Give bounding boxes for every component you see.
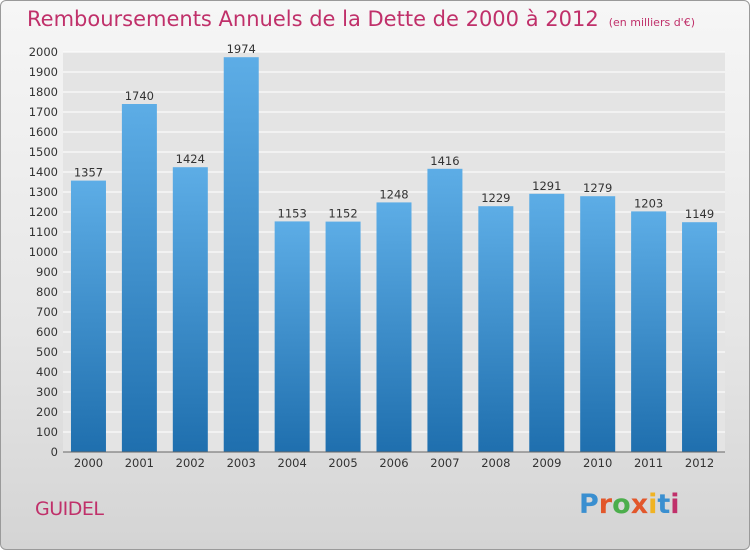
chart-subtitle: (en milliers d'€) (608, 16, 695, 29)
bars (70, 57, 718, 453)
y-tick-label: 0 (51, 445, 58, 459)
y-tick-label: 800 (36, 285, 58, 299)
value-label: 1203 (634, 196, 663, 210)
y-tick-label: 1800 (29, 85, 58, 99)
y-tick-label: 900 (36, 265, 58, 279)
proxiti-logo: Proxiti (579, 489, 680, 520)
bar-2003 (223, 57, 259, 452)
bar-2009 (529, 193, 565, 453)
bar-2005 (325, 221, 361, 452)
logo-letter: x (630, 489, 649, 520)
y-tick-label: 1000 (29, 245, 58, 259)
value-labels: 1357 1740 1424 1974 1153 1152 1248 1416 1229 1291… (74, 42, 714, 221)
bar-2001 (121, 104, 157, 452)
value-label: 1279 (583, 181, 612, 195)
y-tick-label: 1300 (29, 185, 58, 199)
x-tick-label: 2010 (583, 456, 612, 470)
x-tick-label: 2002 (176, 456, 205, 470)
y-tick-label: 300 (36, 385, 58, 399)
x-tick-label: 2007 (430, 456, 459, 470)
logo-letter: i (670, 489, 680, 520)
x-tick-label: 2008 (481, 456, 510, 470)
value-label: 1149 (685, 207, 714, 221)
value-label: 1153 (278, 206, 307, 220)
bar-2004 (274, 221, 310, 452)
y-tick-label: 1100 (29, 225, 58, 239)
bar-2008 (478, 206, 514, 452)
bar-2010 (580, 196, 616, 452)
x-tick-label: 2011 (634, 456, 663, 470)
value-label: 1424 (176, 152, 205, 166)
y-tick-label: 400 (36, 365, 58, 379)
x-tick-label: 2004 (278, 456, 307, 470)
logo-letter: P (579, 489, 599, 520)
y-tick-label: 200 (36, 405, 58, 419)
value-label: 1357 (74, 166, 103, 180)
x-tick-label: 2001 (125, 456, 154, 470)
bar-2011 (631, 211, 667, 452)
y-tick-label: 100 (36, 425, 58, 439)
bar-2002 (172, 167, 208, 452)
bar-2012 (682, 222, 718, 452)
city-name: GUIDEL (35, 498, 104, 520)
y-tick-label: 1500 (29, 145, 58, 159)
y-tick-label: 1600 (29, 125, 58, 139)
value-label: 1416 (430, 154, 459, 168)
logo-letter: t (657, 489, 671, 520)
y-tick-label: 1400 (29, 165, 58, 179)
y-tick-label: 500 (36, 345, 58, 359)
x-tick-label: 2009 (532, 456, 561, 470)
y-tick-label: 700 (36, 305, 58, 319)
x-tick-label: 2012 (685, 456, 714, 470)
x-tick-label: 2000 (74, 456, 103, 470)
y-axis-ticks: 0 100 200 300 400 500 600 700 800 900 1000 1100 1200… (29, 45, 58, 459)
bar-2006 (376, 202, 412, 452)
y-tick-label: 600 (36, 325, 58, 339)
y-tick-label: 1900 (29, 65, 58, 79)
y-tick-label: 1700 (29, 105, 58, 119)
y-tick-label: 2000 (29, 45, 58, 59)
value-label: 1974 (227, 42, 256, 56)
x-tick-label: 2003 (227, 456, 256, 470)
chart-title-text: Remboursements Annuels de la Dette de 20… (27, 7, 599, 31)
x-tick-label: 2005 (328, 456, 357, 470)
value-label: 1248 (379, 187, 408, 201)
bar-2007 (427, 168, 463, 453)
bar-2000 (70, 180, 106, 452)
value-label: 1229 (481, 191, 510, 205)
value-label: 1152 (328, 207, 357, 221)
logo-letter: i (648, 489, 658, 520)
value-label: 1740 (125, 89, 154, 103)
x-axis-ticks: 2000 2001 2002 2003 2004 2005 2006 2007 2008 2009… (74, 456, 714, 470)
logo-letter: o (612, 489, 631, 520)
logo-letter: r (598, 489, 613, 520)
value-label: 1291 (532, 179, 561, 193)
chart-title: Remboursements Annuels de la Dette de 20… (27, 7, 695, 31)
y-tick-label: 1200 (29, 205, 58, 219)
x-tick-label: 2006 (379, 456, 408, 470)
